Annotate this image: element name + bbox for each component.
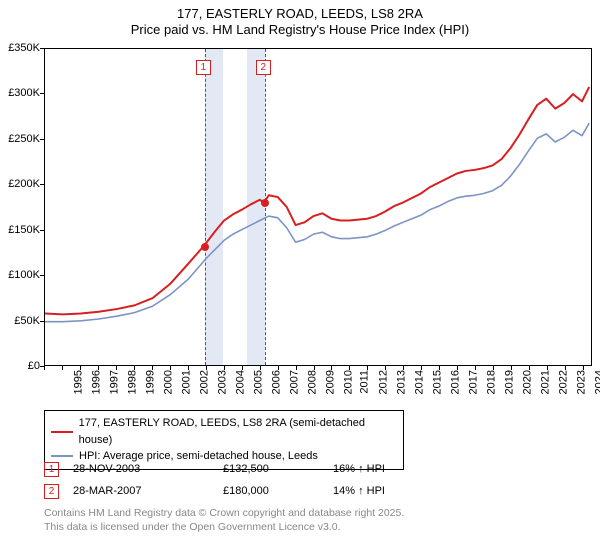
- x-tick-label: 1995: [72, 370, 84, 394]
- series-line-this_property: [45, 87, 589, 314]
- x-tick-label: 2012: [378, 370, 390, 394]
- transaction-row: 2 28-MAR-2007£180,00014% ↑ HPI: [44, 480, 443, 502]
- x-tick-label: 2017: [468, 370, 480, 394]
- x-tick-label: 2006: [270, 370, 282, 394]
- x-tick-label: 2007: [288, 370, 300, 394]
- footer-line2: This data is licensed under the Open Gov…: [44, 520, 404, 534]
- transactions-table: 1 28-NOV-2003£132,50016% ↑ HPI 2 28-MAR-200…: [44, 458, 443, 502]
- x-tick-label: 2011: [359, 370, 371, 394]
- y-tick-label: £300K: [0, 87, 40, 99]
- y-tick-label: £150K: [0, 224, 40, 236]
- legend-label: 177, EASTERLY ROAD, LEEDS, LS8 2RA (semi…: [79, 415, 397, 448]
- footer: Contains HM Land Registry data © Crown c…: [44, 506, 404, 534]
- x-tick-label: 1998: [126, 370, 138, 394]
- x-tick-label: 2010: [342, 370, 354, 394]
- footer-line1: Contains HM Land Registry data © Crown c…: [44, 506, 404, 520]
- plot-area: [44, 48, 592, 366]
- x-tick-label: 2020: [522, 370, 534, 394]
- x-tick-label: 2000: [162, 370, 174, 394]
- x-tick-label: 2019: [504, 370, 516, 394]
- y-tick-label: £50K: [0, 315, 40, 327]
- y-tick-label: £350K: [0, 42, 40, 54]
- transaction-badge: 1: [44, 462, 59, 477]
- x-tick-label: 2013: [396, 370, 408, 394]
- chart-title-address: 177, EASTERLY ROAD, LEEDS, LS8 2RA: [0, 6, 600, 22]
- x-tick-label: 1997: [108, 370, 120, 394]
- transaction-badge: 2: [44, 484, 59, 499]
- transaction-price: £132,500: [223, 463, 333, 475]
- x-tick-label: 2001: [180, 370, 192, 394]
- sale-marker-dot: [201, 243, 209, 251]
- y-tick-label: £100K: [0, 269, 40, 281]
- x-tick-label: 2005: [252, 370, 264, 394]
- legend-swatch: [51, 455, 73, 457]
- transaction-price: £180,000: [223, 485, 333, 497]
- transaction-row: 1 28-NOV-2003£132,50016% ↑ HPI: [44, 458, 443, 480]
- transaction-hpi-delta: 16% ↑ HPI: [333, 463, 443, 475]
- chart-title-block: 177, EASTERLY ROAD, LEEDS, LS8 2RA Price…: [0, 0, 600, 39]
- x-tick-label: 2015: [432, 370, 444, 394]
- chart-container: 177, EASTERLY ROAD, LEEDS, LS8 2RA Price…: [0, 0, 600, 560]
- x-tick-label: 2009: [324, 370, 336, 394]
- y-tick-label: £0: [0, 360, 40, 372]
- legend-swatch: [51, 431, 73, 433]
- transaction-date: 28-MAR-2007: [73, 485, 223, 497]
- x-tick-label: 1996: [90, 370, 102, 394]
- x-tick-label: 2014: [414, 370, 426, 394]
- x-tick-label: 2023: [576, 370, 588, 394]
- y-tick-label: £200K: [0, 178, 40, 190]
- x-tick-label: 1999: [144, 370, 156, 394]
- chart-lines: [45, 49, 591, 365]
- x-tick-label: 2003: [216, 370, 228, 394]
- x-tick-label: 2002: [198, 370, 210, 394]
- x-tick-label: 2021: [540, 370, 552, 394]
- chart-title-subtitle: Price paid vs. HM Land Registry's House …: [0, 22, 600, 38]
- transaction-hpi-delta: 14% ↑ HPI: [333, 485, 443, 497]
- sale-marker-badge: 1: [196, 60, 211, 75]
- legend-row: 177, EASTERLY ROAD, LEEDS, LS8 2RA (semi…: [51, 415, 397, 448]
- sale-marker-dot: [261, 199, 269, 207]
- x-tick-label: 2018: [486, 370, 498, 394]
- x-tick-label: 2008: [306, 370, 318, 394]
- x-tick-label: 2024: [594, 370, 600, 394]
- y-tick-label: £250K: [0, 133, 40, 145]
- transaction-date: 28-NOV-2003: [73, 463, 223, 475]
- x-tick-label: 2016: [450, 370, 462, 394]
- x-tick-label: 2022: [558, 370, 570, 394]
- sale-marker-badge: 2: [256, 60, 271, 75]
- x-tick-label: 2004: [234, 370, 246, 394]
